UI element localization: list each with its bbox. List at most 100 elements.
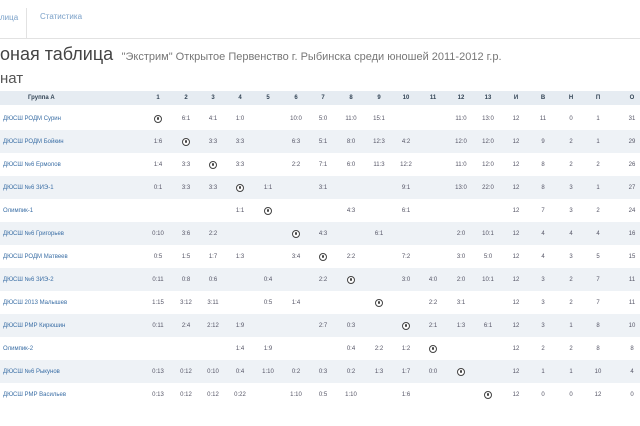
score-cell: 12	[512, 138, 520, 145]
score-cell: 12	[512, 391, 520, 398]
score-cell: 15	[628, 253, 636, 260]
score-cell: 1:0	[235, 115, 245, 122]
score-cell: 2	[596, 207, 600, 214]
score-cell: 4	[541, 230, 545, 237]
column-header: 13	[484, 95, 492, 101]
team-link[interactable]: ДЮСШ РМР Кирюшин	[3, 322, 66, 329]
score-cell: 3	[541, 322, 545, 329]
self-match-cell	[227, 176, 253, 199]
score-cell: 1:7	[401, 368, 411, 375]
score-cell: 4	[596, 230, 600, 237]
team-link[interactable]: ДЮСШ РОДМ Бойкин	[3, 138, 64, 145]
score-cell	[338, 291, 364, 314]
column-header: 7	[321, 95, 325, 101]
tab-statistics[interactable]: Статистика	[40, 12, 83, 21]
score-cell: 0	[569, 391, 573, 398]
score-cell: 12	[512, 230, 520, 237]
score-cell: 4	[541, 253, 545, 260]
table-row: ДЮСШ РОДМ Бойкин 1:6 3:3 3:3 6:3 5:1 8:0 12:3 4:…	[0, 130, 640, 153]
score-cell: 3:4	[291, 253, 301, 260]
score-cell: 6:3	[291, 138, 301, 145]
score-cell: 9	[541, 138, 545, 145]
score-cell	[366, 176, 392, 199]
score-cell: 0:1	[153, 184, 163, 191]
score-cell: 13:0	[455, 184, 467, 191]
soccer-ball-icon	[457, 367, 465, 376]
score-cell: 2	[569, 345, 573, 352]
score-cell: 2	[569, 299, 573, 306]
score-cell: 9:1	[401, 184, 411, 191]
score-cell: 7	[596, 299, 600, 306]
score-cell: 12:3	[373, 138, 385, 145]
score-cell	[420, 245, 446, 268]
team-link[interactable]: ДЮСШ РМР Васильев	[3, 391, 66, 398]
score-cell: 4:3	[318, 230, 328, 237]
table-row: ДЮСШ №6 Рыкунов 0:13 0:12 0:10 0:4 1:10 0:2 0:3…	[0, 360, 640, 383]
score-cell: 12	[512, 161, 520, 168]
score-cell: 13:0	[482, 115, 494, 122]
score-cell	[283, 314, 309, 337]
score-cell: 5:0	[318, 115, 328, 122]
score-cell	[393, 291, 419, 314]
column-header: 9	[377, 95, 381, 101]
score-cell: 1:10	[262, 368, 274, 375]
score-cell: 8	[630, 345, 634, 352]
score-cell: 1:3	[235, 253, 245, 260]
page-title: оная таблица	[0, 44, 114, 64]
score-cell: 29	[628, 138, 636, 145]
score-cell: 7:1	[318, 161, 328, 168]
score-cell: 2:2	[318, 276, 328, 283]
score-cell: 12	[512, 276, 520, 283]
score-cell: 12	[512, 368, 520, 375]
score-cell: 1:9	[235, 322, 245, 329]
column-header: 3	[211, 95, 215, 101]
table-row: ДЮСШ №6 Ермолов 1:4 3:3 3:3 2:2 7:1 6:0 11:3 12:…	[0, 153, 640, 176]
team-link[interactable]: ДЮСШ №6 Григорьев	[3, 230, 64, 237]
score-cell: 1:9	[263, 345, 273, 352]
self-match-cell	[420, 337, 446, 360]
score-cell	[283, 268, 309, 291]
score-cell: 10:1	[482, 276, 494, 283]
score-cell: 2:2	[208, 230, 218, 237]
score-cell: 1:6	[153, 138, 163, 145]
self-match-cell	[448, 360, 474, 383]
score-cell	[145, 199, 171, 222]
score-cell: 1	[596, 138, 600, 145]
team-link[interactable]: ДЮСШ РОДМ Сурин	[3, 115, 61, 122]
score-cell: 10:0	[290, 115, 302, 122]
score-cell: 0:3	[346, 322, 356, 329]
tab-table[interactable]: лица	[0, 8, 27, 38]
score-cell: 0	[569, 115, 573, 122]
column-header: 8	[349, 95, 353, 101]
score-cell	[366, 268, 392, 291]
table-header: Группа А 1 2 3 4 5 6 7 8 9 10 11 12 13 И В Н П О	[0, 91, 640, 105]
score-cell	[227, 291, 253, 314]
score-cell: 0:0	[428, 368, 438, 375]
score-cell: 0:4	[235, 368, 245, 375]
score-cell	[448, 337, 474, 360]
score-cell: 1	[596, 184, 600, 191]
score-cell: 3:0	[456, 253, 466, 260]
team-link[interactable]: ДЮСШ №6 ЗИЭ-1	[3, 184, 54, 191]
score-cell: 1:4	[153, 161, 163, 168]
team-link[interactable]: ДЮСШ №6 ЗИЭ-2	[3, 276, 54, 283]
score-cell: 12:2	[400, 161, 412, 168]
score-cell: 12	[512, 184, 520, 191]
team-link[interactable]: ДЮСШ РОДМ Матвеев	[3, 253, 68, 260]
tab-table-label: лица	[0, 13, 19, 22]
score-cell: 8	[541, 184, 545, 191]
score-cell: 3:3	[181, 161, 191, 168]
team-link[interactable]: ДЮСШ №6 Рыкунов	[3, 368, 60, 375]
score-cell: 12	[512, 322, 520, 329]
score-cell: 11:0	[455, 161, 467, 168]
team-link[interactable]: ДЮСШ 2013 Малышев	[3, 299, 68, 306]
score-cell	[255, 245, 281, 268]
team-link[interactable]: Олимпик-2	[3, 345, 34, 352]
soccer-ball-icon	[264, 206, 272, 215]
team-link[interactable]: ДЮСШ №6 Ермолов	[3, 161, 61, 168]
team-link[interactable]: Олимпик-1	[3, 207, 34, 214]
score-cell: 10:1	[482, 230, 494, 237]
score-cell	[420, 153, 446, 176]
group-label: Группа А	[28, 95, 55, 101]
score-cell: 1	[541, 368, 545, 375]
